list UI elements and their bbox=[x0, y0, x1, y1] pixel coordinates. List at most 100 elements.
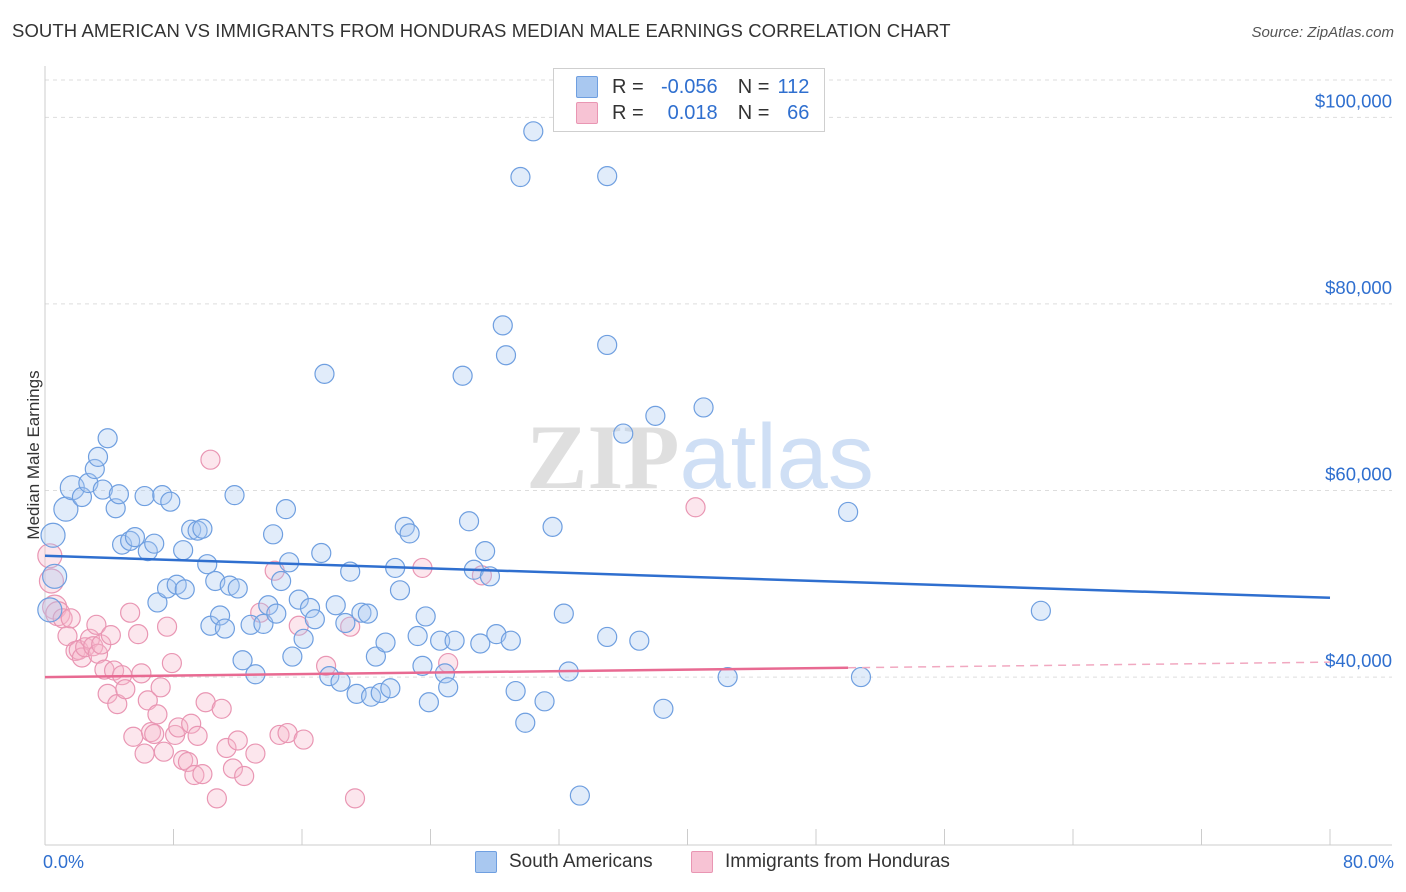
south-american-point bbox=[282, 646, 303, 667]
honduras-point bbox=[144, 723, 165, 745]
honduras-point bbox=[115, 679, 136, 700]
south-american-points bbox=[37, 121, 1051, 806]
south-american-point bbox=[87, 446, 109, 468]
legend-r-label: R = bbox=[612, 101, 644, 124]
south-american-point bbox=[92, 479, 113, 500]
south-american-point bbox=[523, 121, 544, 142]
south-american-point bbox=[838, 501, 859, 523]
honduras-point bbox=[156, 616, 178, 637]
honduras-point bbox=[128, 624, 149, 645]
south-american-point bbox=[227, 578, 248, 599]
south-american-point bbox=[152, 485, 173, 506]
legend-n-value-2: 66 bbox=[787, 101, 810, 124]
south-american-point bbox=[160, 491, 181, 512]
south-american-point bbox=[515, 712, 536, 733]
south-american-point bbox=[293, 628, 314, 649]
south-american-point bbox=[380, 678, 401, 699]
south-american-point bbox=[144, 533, 165, 554]
south-american-point bbox=[319, 666, 340, 687]
honduras-point bbox=[86, 614, 107, 635]
blue-swatch-icon bbox=[475, 851, 497, 873]
honduras-point bbox=[187, 725, 208, 746]
south-american-point bbox=[330, 671, 351, 692]
south-american-point bbox=[335, 612, 356, 634]
y-tick-label: $40,000 bbox=[1325, 650, 1392, 671]
south-american-point bbox=[1030, 600, 1051, 621]
south-american-point bbox=[597, 165, 618, 187]
south-american-point bbox=[495, 345, 517, 366]
south-american-point bbox=[288, 589, 309, 610]
south-american-point bbox=[314, 363, 335, 384]
trend-line-south-americans bbox=[44, 554, 1331, 600]
south-american-point bbox=[470, 633, 491, 654]
south-american-point bbox=[97, 428, 118, 449]
south-american-point bbox=[510, 166, 531, 188]
chart-title: SOUTH AMERICAN VS IMMIGRANTS FROM HONDUR… bbox=[12, 20, 951, 41]
legend-r-value-2: 0.018 bbox=[667, 101, 718, 124]
honduras-point bbox=[269, 724, 290, 746]
south-american-point bbox=[173, 540, 194, 561]
south-american-point bbox=[197, 554, 218, 575]
south-american-point bbox=[717, 666, 738, 688]
south-american-point bbox=[645, 405, 666, 426]
honduras-point bbox=[216, 737, 237, 759]
honduras-points bbox=[37, 449, 706, 809]
south-american-point bbox=[430, 630, 451, 651]
south-american-point bbox=[325, 595, 346, 616]
south-american-point bbox=[266, 603, 287, 624]
honduras-point bbox=[60, 608, 81, 629]
south-american-point bbox=[542, 516, 563, 537]
south-american-point bbox=[418, 692, 439, 713]
honduras-point bbox=[147, 704, 168, 725]
honduras-point bbox=[222, 758, 244, 779]
trend-lines bbox=[44, 554, 1331, 679]
south-american-point bbox=[458, 511, 480, 532]
south-american-point bbox=[219, 575, 240, 596]
honduras-point bbox=[131, 663, 152, 684]
y-tick-label: $100,000 bbox=[1315, 90, 1392, 111]
honduras-point bbox=[177, 751, 199, 773]
south-american-point bbox=[407, 625, 428, 647]
south-american-point bbox=[174, 579, 195, 600]
south-american-point bbox=[181, 519, 202, 540]
honduras-point bbox=[150, 677, 171, 698]
south-american-point bbox=[569, 785, 590, 806]
honduras-point bbox=[200, 449, 221, 470]
honduras-point bbox=[211, 698, 232, 719]
blue-swatch-icon bbox=[576, 76, 598, 98]
honduras-point bbox=[685, 497, 706, 518]
south-american-point bbox=[192, 518, 213, 539]
honduras-point bbox=[192, 763, 213, 785]
south-american-point bbox=[209, 605, 231, 626]
south-american-point bbox=[850, 666, 872, 688]
honduras-point bbox=[227, 730, 248, 751]
honduras-point bbox=[123, 726, 144, 747]
south-american-point bbox=[299, 597, 321, 619]
south-american-point bbox=[365, 646, 386, 667]
south-american-point bbox=[492, 315, 513, 336]
south-american-point bbox=[147, 592, 168, 613]
south-american-point bbox=[258, 595, 279, 616]
south-american-point bbox=[232, 650, 253, 671]
legend-r-value-1: -0.056 bbox=[660, 75, 718, 98]
honduras-point bbox=[181, 713, 202, 734]
axes bbox=[44, 66, 1392, 846]
south-american-point bbox=[311, 542, 332, 564]
south-american-point bbox=[389, 580, 411, 601]
south-american-point bbox=[108, 484, 129, 505]
south-american-point bbox=[370, 682, 391, 704]
honduras-point bbox=[293, 729, 314, 750]
y-tick-labels: $40,000 $60,000 $80,000 $100,000 bbox=[1315, 90, 1392, 671]
honduras-point bbox=[42, 594, 68, 620]
y-tick-label: $60,000 bbox=[1325, 463, 1392, 484]
south-american-point bbox=[357, 603, 378, 624]
south-american-point bbox=[412, 655, 433, 676]
south-american-point bbox=[375, 632, 396, 653]
south-american-point bbox=[553, 603, 574, 624]
x-axis-min-label: 0.0% bbox=[43, 852, 85, 872]
legend-label-honduras: Immigrants from Honduras bbox=[725, 851, 950, 872]
legend-label-south-americans: South Americans bbox=[509, 851, 653, 872]
legend-row-south-americans: R = -0.056 N = 112 bbox=[576, 75, 809, 99]
honduras-point bbox=[161, 652, 182, 674]
south-american-point bbox=[475, 541, 496, 562]
